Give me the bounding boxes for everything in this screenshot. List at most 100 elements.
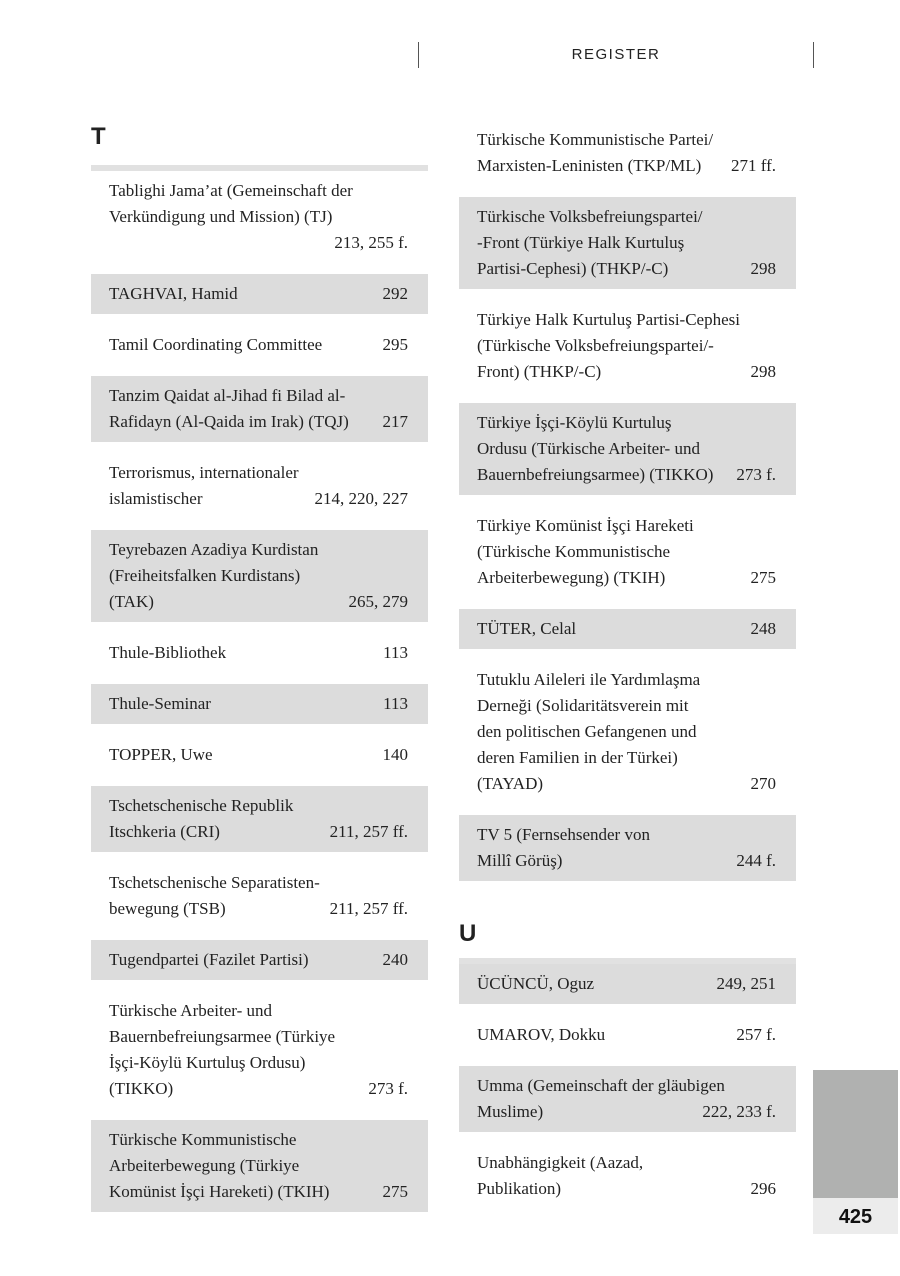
entry-line: Itschkeria (CRI) 211, 257 ff. <box>109 819 408 845</box>
entry-pages: 271 ff. <box>730 156 776 175</box>
entry-line: Tanzim Qaidat al-Jihad fi Bilad al- <box>109 383 408 409</box>
entry-line: Umma (Gemeinschaft der gläubigen <box>477 1073 776 1099</box>
entry-pages: 213, 255 f. <box>334 233 408 252</box>
entry-line: Tamil Coordinating Committee 295 <box>109 332 408 358</box>
entry-pages: 214, 220, 227 <box>314 489 409 508</box>
index-entry: Türkiye Komünist İşçi Hareketi (Türkische… <box>459 506 796 598</box>
entry-term: Bauernbefreiungsarmee (Türkiye <box>109 1027 336 1046</box>
entry-term: TÜTER, Celal <box>477 619 577 638</box>
entry-line: ÜCÜNCÜ, Oguz 249, 251 <box>477 971 776 997</box>
entry-line: İşçi-Köylü Kurtuluş Ordusu) <box>109 1050 408 1076</box>
header-rule-left <box>418 42 419 68</box>
entry-term: islamistischer <box>109 489 203 508</box>
header-rule-right <box>813 42 814 68</box>
entry-term: Teyrebazen Azadiya Kurdistan <box>109 540 319 559</box>
entry-term: Türkische Kommunistische <box>109 1130 297 1149</box>
entry-line: Ordusu (Türkische Arbeiter- und <box>477 436 776 462</box>
entry-pages: 240 <box>382 950 409 969</box>
entry-line: islamistischer 214, 220, 227 <box>109 486 408 512</box>
entry-line: Türkische Kommunistische Partei/ <box>477 127 776 153</box>
entry-term: Tschetschenische Separatisten- <box>109 873 320 892</box>
entry-term: Türkische Arbeiter- und <box>109 1001 272 1020</box>
index-entry: TAGHVAI, Hamid 292 <box>91 274 428 314</box>
entry-term: Tutuklu Aileleri ile Yardımlaşma <box>477 670 701 689</box>
entry-pages: 249, 251 <box>716 974 777 993</box>
entry-line: Bauernbefreiungsarmee (Türkiye <box>109 1024 408 1050</box>
entry-term: Itschkeria (CRI) <box>109 822 220 841</box>
entry-line: Partisi-Cephesi) (THKP/-C) 298 <box>477 256 776 282</box>
page-number: 425 <box>813 1198 898 1234</box>
section-bar <box>91 165 428 171</box>
entry-line: Tschetschenische Separatisten- <box>109 870 408 896</box>
index-entry: Tschetschenische Republik Itschkeria (CRI… <box>91 786 428 852</box>
index-entry: Tamil Coordinating Committee 295 <box>91 325 428 365</box>
entry-term: Tanzim Qaidat al-Jihad fi Bilad al- <box>109 386 346 405</box>
entry-line: TV 5 (Fernsehsender von <box>477 822 776 848</box>
index-entry: Türkische Arbeiter- und Bauernbefreiungsa… <box>91 991 428 1109</box>
index-entry: Terrorismus, internationaler islamistisch… <box>91 453 428 519</box>
index-entry: TV 5 (Fernsehsender von Millî Görüş) 244 f… <box>459 815 796 881</box>
entry-line: Arbeiterbewegung (Türkiye <box>109 1153 408 1179</box>
index-entry: TÜTER, Celal 248 <box>459 609 796 649</box>
entry-term: UMAROV, Dokku <box>477 1025 606 1044</box>
entry-term: (Türkische Kommunistische <box>477 542 671 561</box>
index-entry: Türkiye Halk Kurtuluş Partisi-Cephesi (Tü… <box>459 300 796 392</box>
entry-pages: 292 <box>382 284 409 303</box>
entry-line: (TIKKO) 273 f. <box>109 1076 408 1102</box>
entry-pages: 244 f. <box>736 851 776 870</box>
entry-pages: 140 <box>382 745 409 764</box>
entry-term: Rafidayn (Al-Qaida im Irak) (TQJ) <box>109 412 349 431</box>
entry-line: (TAK) 265, 279 <box>109 589 408 615</box>
entry-line: Arbeiterbewegung) (TKIH) 275 <box>477 565 776 591</box>
entry-line: Komünist İşçi Hareketi) (TKIH) 275 <box>109 1179 408 1205</box>
entry-pages: 296 <box>750 1179 777 1198</box>
index-entry: Thule-Seminar 113 <box>91 684 428 724</box>
entry-term: TOPPER, Uwe <box>109 745 213 764</box>
entry-line: bewegung (TSB) 211, 257 ff. <box>109 896 408 922</box>
entry-line: Marxisten-Leninisten (TKP/ML) 271 ff. <box>477 153 776 179</box>
index-entry: Teyrebazen Azadiya Kurdistan (Freiheitsfa… <box>91 530 428 622</box>
entry-line: TAGHVAI, Hamid 292 <box>109 281 408 307</box>
entry-line: Terrorismus, internationaler <box>109 460 408 486</box>
entry-term: Türkische Kommunistische Partei/ <box>477 130 714 149</box>
entry-line: Publikation) 296 <box>477 1176 776 1202</box>
entry-pages: 275 <box>750 568 777 587</box>
index-entry: TOPPER, Uwe 140 <box>91 735 428 775</box>
entry-line: den politischen Gefangenen und <box>477 719 776 745</box>
entry-pages: 298 <box>750 259 777 278</box>
entry-term: -Front (Türkiye Halk Kurtuluş <box>477 233 685 252</box>
entry-line: Verkündigung und Mission) (TJ) <box>109 204 408 230</box>
entry-line: Thule-Bibliothek 113 <box>109 640 408 666</box>
entry-line: TÜTER, Celal 248 <box>477 616 776 642</box>
right-column: Türkische Kommunistische Partei/Marxiste… <box>459 120 796 1220</box>
entry-term: Unabhängigkeit (Aazad, <box>477 1153 644 1172</box>
entry-term: TV 5 (Fernsehsender von <box>477 825 650 844</box>
entry-line: (Türkische Volksbefreiungspartei/- <box>477 333 776 359</box>
entry-term: (TIKKO) <box>109 1079 174 1098</box>
entry-term: (Freiheitsfalken Kurdistans) <box>109 566 301 585</box>
index-entry: Tablighi Jama’at (Gemeinschaft der Verkün… <box>91 171 428 263</box>
entry-pages: 298 <box>750 362 777 381</box>
entry-pages: 273 f. <box>368 1079 408 1098</box>
entry-line: Tschetschenische Republik <box>109 793 408 819</box>
entry-term: bewegung (TSB) <box>109 899 226 918</box>
entry-line: Thule-Seminar 113 <box>109 691 408 717</box>
entry-term: Türkiye İşçi-Köylü Kurtuluş <box>477 413 672 432</box>
section-heading-t: T <box>91 123 106 150</box>
entry-pages: 275 <box>382 1182 409 1201</box>
entry-line: Muslime) 222, 233 f. <box>477 1099 776 1125</box>
entry-line: (Freiheitsfalken Kurdistans) <box>109 563 408 589</box>
entry-term: Umma (Gemeinschaft der gläubigen <box>477 1076 725 1095</box>
entry-term: Tugendpartei (Fazilet Partisi) <box>109 950 309 969</box>
entry-pages: 257 f. <box>736 1025 776 1044</box>
entry-term: den politischen Gefangenen und <box>477 722 697 741</box>
running-title: REGISTER <box>571 46 661 63</box>
index-entry: Türkische Kommunistische Partei/Marxiste… <box>459 120 796 186</box>
entry-line: Türkiye Komünist İşçi Hareketi <box>477 513 776 539</box>
left-column: T Tablighi Jama’at (Gemeinschaft der Verk… <box>91 123 428 1223</box>
entry-term: deren Familien in der Türkei) <box>477 748 678 767</box>
entry-pages: 265, 279 <box>348 592 409 611</box>
index-entry: Unabhängigkeit (Aazad, Publikation) 296 <box>459 1143 796 1209</box>
entry-pages: 113 <box>383 694 408 713</box>
entry-term: Verkündigung und Mission) (TJ) <box>109 207 333 226</box>
